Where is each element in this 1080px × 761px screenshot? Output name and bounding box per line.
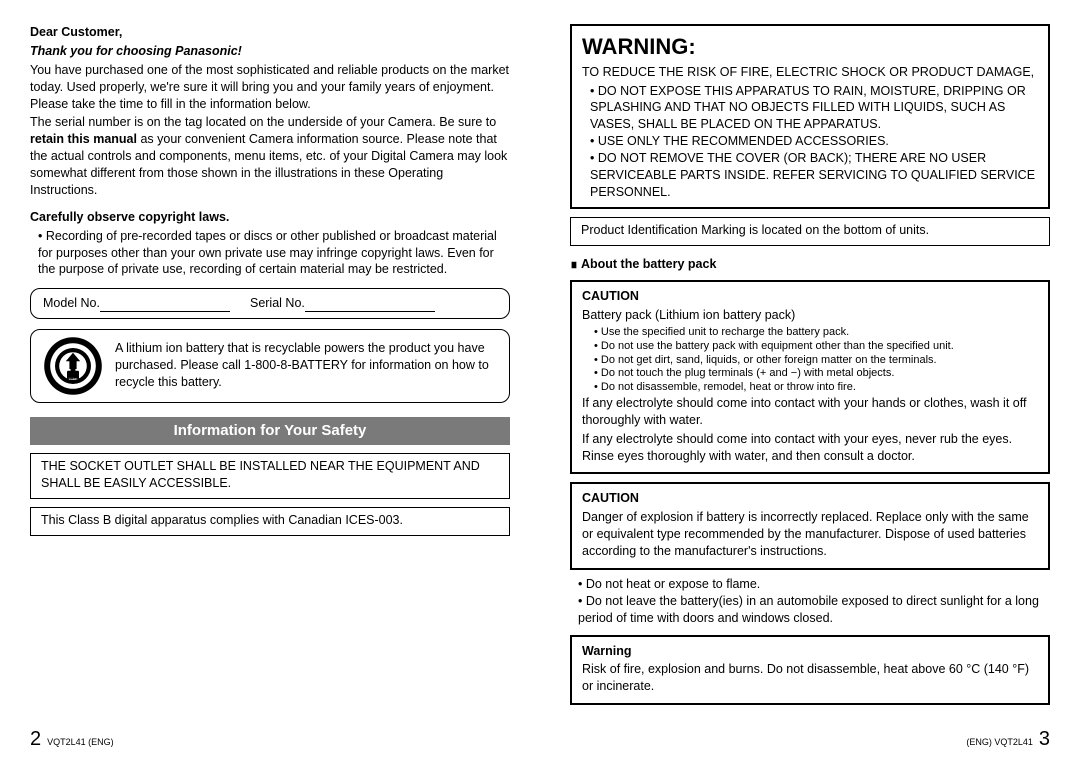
battery-heading: About the battery pack — [570, 256, 1050, 273]
electrolyte-2: If any electrolyte should come into cont… — [582, 431, 1038, 465]
doc-id: VQT2L41 (ENG) — [47, 736, 114, 748]
footer-left: 2 VQT2L41 (ENG) — [30, 726, 510, 753]
recycle-box: Li-ion A lithium ion battery that is rec… — [30, 329, 510, 403]
page-number: 2 — [30, 726, 41, 753]
copyright-list: Recording of pre-recorded tapes or discs… — [30, 228, 510, 279]
after-bullets: Do not heat or expose to flame.Do not le… — [570, 576, 1050, 627]
intro-paragraph-2: The serial number is on the tag located … — [30, 114, 510, 198]
after-bullet: Do not heat or expose to flame. — [578, 576, 1050, 593]
page-number: 3 — [1039, 726, 1050, 753]
warning-bullets: DO NOT EXPOSE THIS APPARATUS TO RAIN, MO… — [582, 83, 1038, 201]
serial-field: Serial No. — [250, 295, 435, 312]
model-serial-box: Model No. Serial No. — [30, 288, 510, 319]
model-line — [100, 298, 230, 312]
pid-box: Product Identification Marking is locate… — [570, 217, 1050, 246]
recycle-text: A lithium ion battery that is recyclable… — [115, 340, 497, 391]
serial-line — [305, 298, 435, 312]
caution2-text: Danger of explosion if battery is incorr… — [582, 509, 1038, 560]
warning-bullet: DO NOT REMOVE THE COVER (OR BACK); THERE… — [590, 150, 1038, 201]
copyright-heading: Carefully observe copyright laws. — [30, 209, 510, 226]
battery-caution-box: CAUTION Battery pack (Lithium ion batter… — [570, 280, 1050, 474]
warning2-heading: Warning — [582, 643, 1038, 660]
svg-text:Li-ion: Li-ion — [69, 377, 78, 381]
warning-bullet: USE ONLY THE RECOMMENDED ACCESSORIES. — [590, 133, 1038, 150]
warning-title: WARNING: — [582, 32, 1038, 62]
warning2-text: Risk of fire, explosion and burns. Do no… — [582, 661, 1038, 695]
thanks: Thank you for choosing Panasonic! — [30, 43, 510, 60]
battery-small-bullet: Do not get dirt, sand, liquids, or other… — [594, 354, 1038, 368]
socket-box: THE SOCKET OUTLET SHALL BE INSTALLED NEA… — [30, 453, 510, 499]
after-bullet: Do not leave the battery(ies) in an auto… — [578, 593, 1050, 627]
intro-paragraph-1: You have purchased one of the most sophi… — [30, 62, 510, 113]
battery-small-bullet: Do not disassemble, remodel, heat or thr… — [594, 381, 1038, 395]
recycle-icon: Li-ion — [43, 336, 103, 396]
warning2-box: Warning Risk of fire, explosion and burn… — [570, 635, 1050, 706]
safety-bar: Information for Your Safety — [30, 417, 510, 445]
warning-intro: TO REDUCE THE RISK OF FIRE, ELECTRIC SHO… — [582, 64, 1038, 81]
caution2-label: CAUTION — [582, 490, 1038, 507]
battery-pack-line: Battery pack (Lithium ion battery pack) — [582, 307, 1038, 324]
caution-label: CAUTION — [582, 288, 1038, 305]
greeting: Dear Customer, — [30, 24, 510, 41]
page-2: Dear Customer, Thank you for choosing Pa… — [0, 0, 540, 761]
footer-right: (ENG) VQT2L41 3 — [570, 726, 1050, 753]
doc-id: (ENG) VQT2L41 — [966, 736, 1033, 748]
warning-box: WARNING: TO REDUCE THE RISK OF FIRE, ELE… — [570, 24, 1050, 209]
battery-small-bullets: Use the specified unit to recharge the b… — [582, 326, 1038, 395]
battery-small-bullet: Do not touch the plug terminals (+ and −… — [594, 367, 1038, 381]
battery-small-bullet: Do not use the battery pack with equipme… — [594, 340, 1038, 354]
warning-bullet: DO NOT EXPOSE THIS APPARATUS TO RAIN, MO… — [590, 83, 1038, 134]
caution2-box: CAUTION Danger of explosion if battery i… — [570, 482, 1050, 570]
model-field: Model No. — [43, 295, 230, 312]
electrolyte-1: If any electrolyte should come into cont… — [582, 395, 1038, 429]
ices-box: This Class B digital apparatus complies … — [30, 507, 510, 536]
battery-small-bullet: Use the specified unit to recharge the b… — [594, 326, 1038, 340]
copyright-bullet: Recording of pre-recorded tapes or discs… — [38, 228, 510, 279]
page-3: WARNING: TO REDUCE THE RISK OF FIRE, ELE… — [540, 0, 1080, 761]
